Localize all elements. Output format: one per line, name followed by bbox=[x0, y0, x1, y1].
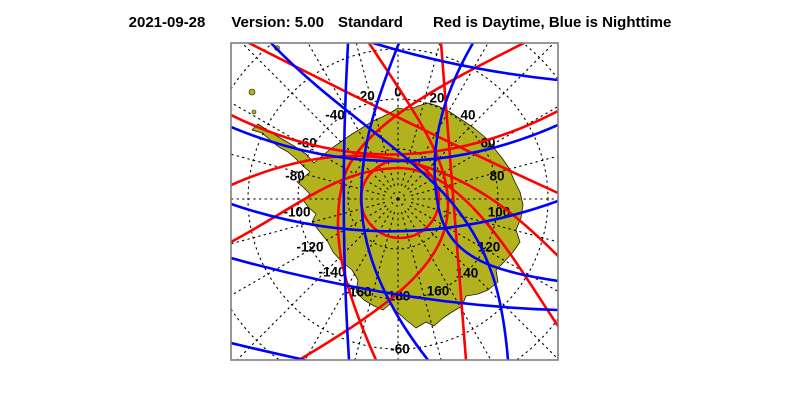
meridian-line bbox=[401, 43, 441, 187]
meridian-line bbox=[409, 105, 558, 193]
daytime-track bbox=[336, 43, 526, 360]
pole-marker-circle bbox=[390, 191, 406, 207]
longitude-label: 140 bbox=[456, 266, 479, 281]
longitude-label: 160 bbox=[427, 284, 450, 299]
track-group bbox=[231, 43, 558, 360]
nighttime-track bbox=[371, 43, 558, 82]
longitude-label: 80 bbox=[489, 169, 504, 184]
longitude-label: -120 bbox=[296, 240, 323, 255]
nighttime-track bbox=[231, 199, 558, 233]
meridian-line bbox=[307, 43, 392, 188]
longitude-label: -40 bbox=[325, 108, 345, 123]
meridian-line bbox=[410, 155, 558, 196]
plot-title: 2021-09-28 Version: 5.00 Standard Red is… bbox=[0, 14, 800, 31]
meridian-line bbox=[231, 205, 387, 297]
meridian-line bbox=[236, 208, 389, 360]
daytime-track bbox=[231, 166, 558, 328]
nighttime-track bbox=[360, 43, 430, 360]
nighttime-track bbox=[231, 256, 558, 312]
meridian-line bbox=[407, 208, 558, 360]
nighttime-track bbox=[231, 123, 558, 163]
nighttime-track bbox=[433, 43, 558, 283]
daytime-track bbox=[439, 43, 468, 360]
title-legend: Red is Daytime, Blue is Nighttime bbox=[432, 14, 672, 31]
meridian-line bbox=[409, 205, 558, 293]
nighttime-track bbox=[342, 43, 351, 360]
longitude-label: -80 bbox=[285, 169, 305, 184]
meridian-line bbox=[231, 202, 386, 245]
longitude-label: 0 bbox=[394, 85, 402, 100]
daytime-track bbox=[231, 109, 558, 156]
meridian-line bbox=[231, 101, 387, 193]
plot-frame bbox=[230, 42, 559, 361]
meridian-line bbox=[354, 211, 395, 360]
meridian-line bbox=[407, 43, 555, 190]
nighttime-track bbox=[231, 341, 307, 360]
latitude-label: -60 bbox=[390, 342, 410, 357]
pole-marker-dot bbox=[396, 197, 400, 201]
plot-inner-group bbox=[231, 43, 558, 360]
title-version: Version: 5.00 bbox=[231, 14, 324, 31]
longitude-label: -100 bbox=[283, 205, 310, 220]
title-mode: Standard bbox=[337, 14, 403, 31]
title-date: 2021-09-28 bbox=[128, 14, 206, 31]
meridian-line bbox=[241, 43, 389, 190]
daytime-track bbox=[297, 43, 450, 360]
meridian-line bbox=[404, 43, 489, 188]
meridian-line bbox=[401, 211, 442, 360]
graticule bbox=[231, 43, 558, 360]
meridian-line bbox=[231, 153, 386, 196]
latitude-circle bbox=[297, 98, 499, 300]
longitude-label: 20 bbox=[429, 91, 444, 106]
longitude-label: -140 bbox=[318, 265, 345, 280]
island bbox=[251, 109, 257, 115]
longitude-label: 40 bbox=[460, 108, 475, 123]
meridian-line bbox=[304, 210, 392, 360]
meridian-line bbox=[410, 202, 558, 243]
meridian-line bbox=[355, 43, 395, 187]
nighttime-track bbox=[269, 43, 510, 360]
island bbox=[248, 88, 256, 96]
